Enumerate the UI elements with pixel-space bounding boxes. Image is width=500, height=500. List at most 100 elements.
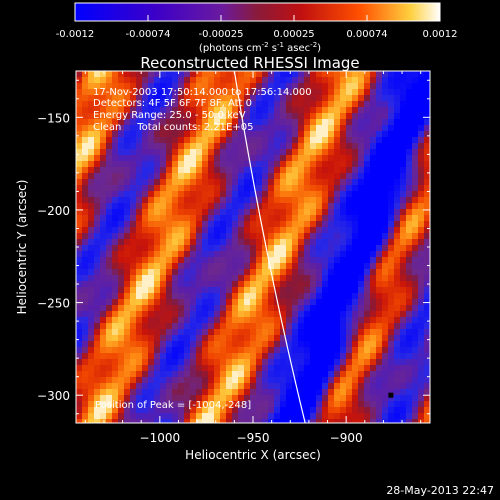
heatmap-cell bbox=[310, 335, 316, 341]
heatmap-cell bbox=[388, 341, 394, 347]
heatmap-cell bbox=[220, 113, 226, 119]
heatmap-cell bbox=[136, 191, 142, 197]
heatmap-cell bbox=[148, 239, 154, 245]
heatmap-cell bbox=[106, 179, 112, 185]
heatmap-cell bbox=[172, 311, 178, 317]
heatmap-cell bbox=[130, 383, 136, 389]
heatmap-cell bbox=[76, 233, 82, 239]
heatmap-cell bbox=[106, 305, 112, 311]
heatmap-cell bbox=[268, 185, 274, 191]
heatmap-cell bbox=[250, 143, 256, 149]
heatmap-cell bbox=[172, 341, 178, 347]
heatmap-cell bbox=[88, 311, 94, 317]
heatmap-cell bbox=[424, 347, 430, 353]
heatmap-cell bbox=[286, 311, 292, 317]
heatmap-cell bbox=[76, 401, 82, 407]
heatmap-cell bbox=[370, 365, 376, 371]
heatmap-cell bbox=[352, 179, 358, 185]
heatmap-cell bbox=[358, 365, 364, 371]
heatmap-cell bbox=[196, 227, 202, 233]
heatmap-cell bbox=[304, 269, 310, 275]
heatmap-cell bbox=[316, 407, 322, 413]
heatmap-cell bbox=[274, 275, 280, 281]
heatmap-cell bbox=[370, 83, 376, 89]
heatmap-cell bbox=[112, 83, 118, 89]
heatmap-cell bbox=[424, 227, 430, 233]
heatmap-cell bbox=[148, 407, 154, 413]
heatmap-cell bbox=[172, 293, 178, 299]
heatmap-cell bbox=[220, 227, 226, 233]
heatmap-cell bbox=[154, 161, 160, 167]
heatmap-cell bbox=[394, 377, 400, 383]
heatmap-cell bbox=[208, 215, 214, 221]
heatmap-cell bbox=[76, 353, 82, 359]
heatmap-cell bbox=[322, 131, 328, 137]
heatmap-cell bbox=[322, 365, 328, 371]
heatmap-cell bbox=[148, 149, 154, 155]
heatmap-cell bbox=[142, 191, 148, 197]
heatmap-cell bbox=[400, 137, 406, 143]
heatmap-cell bbox=[148, 131, 154, 137]
heatmap-cell bbox=[400, 347, 406, 353]
heatmap-cell bbox=[304, 305, 310, 311]
heatmap-cell bbox=[88, 263, 94, 269]
heatmap-cell bbox=[268, 203, 274, 209]
heatmap-cell bbox=[178, 269, 184, 275]
heatmap-cell bbox=[310, 359, 316, 365]
heatmap-cell bbox=[340, 227, 346, 233]
heatmap-cell bbox=[358, 119, 364, 125]
heatmap-cell bbox=[76, 407, 82, 413]
heatmap-cell bbox=[232, 281, 238, 287]
heatmap-cell bbox=[382, 269, 388, 275]
heatmap-cell bbox=[244, 209, 250, 215]
heatmap-cell bbox=[154, 131, 160, 137]
heatmap-cell bbox=[304, 233, 310, 239]
heatmap-cell bbox=[274, 173, 280, 179]
heatmap-cell bbox=[184, 371, 190, 377]
heatmap-cell bbox=[130, 335, 136, 341]
heatmap-cell bbox=[262, 113, 268, 119]
heatmap-cell bbox=[118, 155, 124, 161]
heatmap-cell bbox=[406, 317, 412, 323]
heatmap-cell bbox=[232, 275, 238, 281]
heatmap-cell bbox=[142, 173, 148, 179]
heatmap-cell bbox=[382, 161, 388, 167]
heatmap-cell bbox=[130, 311, 136, 317]
heatmap-cell bbox=[376, 401, 382, 407]
heatmap-cell bbox=[316, 263, 322, 269]
heatmap-cell bbox=[346, 401, 352, 407]
heatmap-cell bbox=[142, 143, 148, 149]
heatmap-cell bbox=[286, 83, 292, 89]
heatmap-cell bbox=[376, 419, 382, 423]
heatmap-cell bbox=[328, 395, 334, 401]
heatmap-cell bbox=[136, 239, 142, 245]
heatmap-cell bbox=[328, 179, 334, 185]
heatmap-cell bbox=[316, 71, 322, 77]
heatmap-cell bbox=[286, 275, 292, 281]
heatmap-cell bbox=[100, 71, 106, 77]
heatmap-cell bbox=[226, 419, 232, 423]
heatmap-cell bbox=[82, 287, 88, 293]
heatmap-cell bbox=[208, 125, 214, 131]
heatmap-cell bbox=[280, 89, 286, 95]
solar-limb-line bbox=[233, 71, 306, 423]
heatmap-cell bbox=[106, 251, 112, 257]
heatmap-cell bbox=[238, 209, 244, 215]
heatmap-cell bbox=[106, 89, 112, 95]
heatmap-cell bbox=[358, 341, 364, 347]
heatmap-cell bbox=[316, 413, 322, 419]
heatmap-cell bbox=[298, 413, 304, 419]
heatmap-cell bbox=[274, 167, 280, 173]
heatmap-cell bbox=[274, 101, 280, 107]
heatmap-cell bbox=[268, 311, 274, 317]
heatmap-cell bbox=[376, 227, 382, 233]
heatmap-cell bbox=[358, 221, 364, 227]
heatmap-cell bbox=[226, 155, 232, 161]
heatmap-cell bbox=[184, 383, 190, 389]
heatmap-cell bbox=[256, 149, 262, 155]
heatmap-cell bbox=[166, 275, 172, 281]
heatmap-cell bbox=[376, 77, 382, 83]
heatmap-cell bbox=[238, 203, 244, 209]
heatmap-cell bbox=[298, 377, 304, 383]
heatmap-cell bbox=[406, 257, 412, 263]
